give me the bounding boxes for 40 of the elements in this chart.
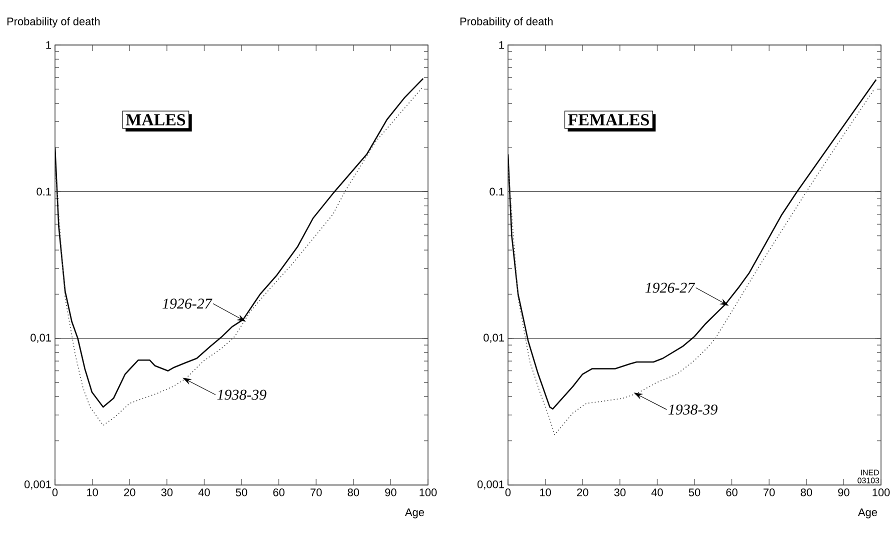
x-tick-label: 40 bbox=[651, 488, 663, 496]
x-tick-label: 10 bbox=[540, 488, 551, 496]
x-tick-label: 50 bbox=[236, 488, 248, 496]
y-tick-label: 0.1 bbox=[490, 188, 504, 196]
x-tick-label: 40 bbox=[198, 488, 210, 496]
y-tick-label: 0,001 bbox=[24, 480, 51, 490]
y-axis-title: Probability of death bbox=[7, 17, 100, 28]
legend-label: 1938-39 bbox=[217, 390, 266, 400]
x-tick-label: 0 bbox=[52, 488, 58, 496]
x-tick-label: 90 bbox=[838, 488, 850, 496]
x-axis-title: Age bbox=[405, 508, 424, 518]
y-axis-title: Probability of death bbox=[460, 17, 553, 28]
y-tick-label: 0,001 bbox=[477, 480, 504, 490]
x-tick-label: 50 bbox=[688, 488, 700, 496]
y-tick-label: 1 bbox=[499, 41, 504, 49]
x-tick-label: 80 bbox=[348, 488, 360, 496]
text: MALES bbox=[126, 114, 186, 126]
x-tick-label: 20 bbox=[577, 488, 588, 496]
y-tick-label: 0,01 bbox=[484, 334, 504, 343]
series-label: 1926-27 bbox=[162, 298, 212, 309]
x-tick-label: 10 bbox=[87, 488, 98, 496]
x-tick-label: 30 bbox=[161, 488, 173, 496]
legend-label: 1938-39 bbox=[668, 404, 718, 415]
x-tick-label: 60 bbox=[273, 488, 284, 496]
x-tick-label: 70 bbox=[310, 488, 322, 496]
x-tick-label: 20 bbox=[124, 488, 136, 496]
x-tick-label: 100 bbox=[872, 488, 890, 496]
text: FEMALES bbox=[568, 114, 649, 126]
y-tick-label: 0,01 bbox=[30, 334, 51, 343]
x-tick-label: 70 bbox=[764, 488, 775, 496]
x-tick-label: 100 bbox=[420, 488, 437, 496]
x-tick-label: 0 bbox=[505, 488, 511, 496]
y-tick-label: 0.1 bbox=[36, 188, 51, 196]
y-tick-label: 1 bbox=[46, 41, 51, 49]
x-tick-label: 90 bbox=[385, 488, 396, 496]
x-tick-label: 30 bbox=[614, 488, 626, 496]
x-tick-label: 80 bbox=[800, 488, 812, 496]
x-axis-title: Age bbox=[858, 508, 878, 518]
series-label: 1926-27 bbox=[645, 282, 696, 293]
x-tick-label: 60 bbox=[726, 488, 738, 496]
